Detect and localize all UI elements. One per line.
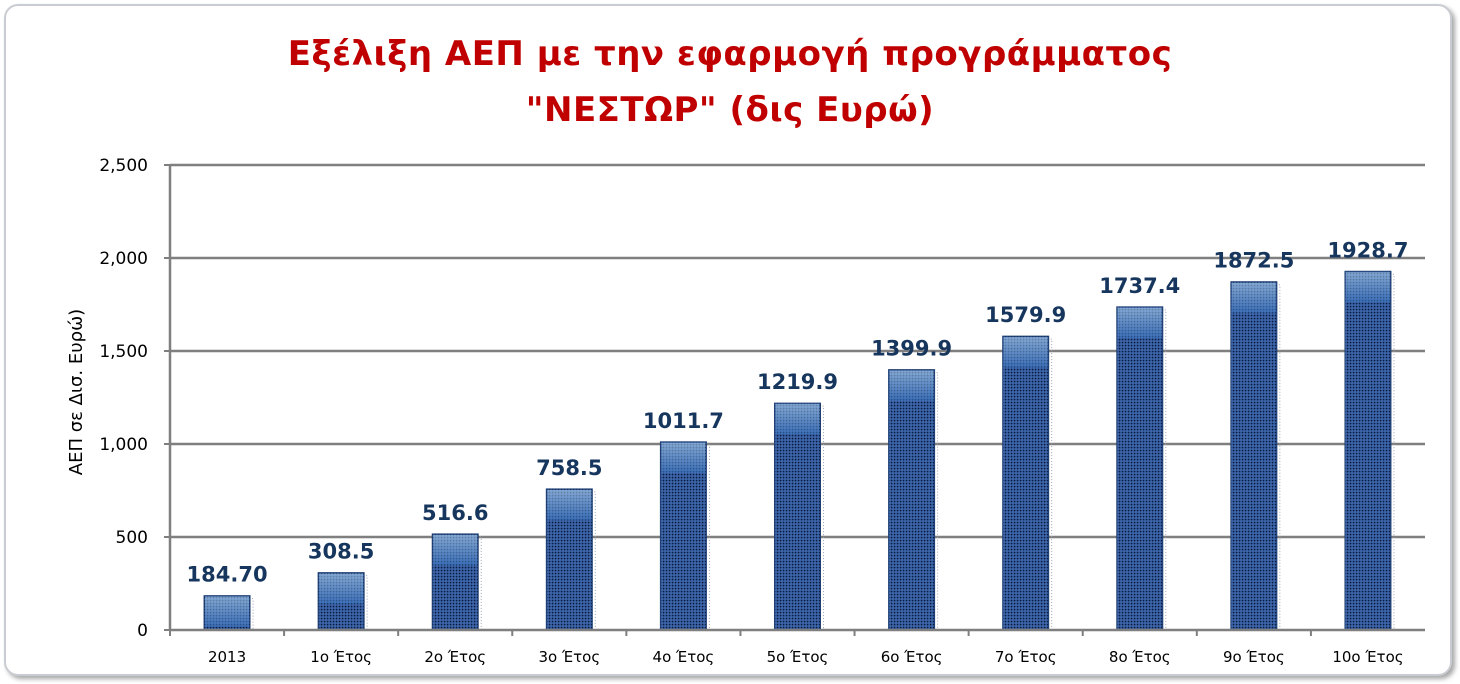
bar-5 (774, 402, 821, 631)
data-label: 1011.7 (643, 409, 724, 433)
x-tick-label: 5ο Έτος (767, 648, 829, 666)
x-tick-label: 1ο Έτος (310, 648, 372, 666)
data-label: 758.5 (536, 456, 602, 480)
y-tick-label: 500 (116, 528, 148, 548)
bar-shadow (891, 372, 939, 631)
x-tick-label: 8ο Έτος (1109, 648, 1171, 666)
bar-highlight (775, 404, 820, 435)
y-tick-label: 2,000 (99, 249, 148, 269)
data-label: 308.5 (308, 540, 374, 564)
y-axis-label: ΑΕΠ σε Δισ. Ευρώ) (66, 309, 87, 475)
bar-10 (1344, 270, 1392, 631)
x-tick-label: 4ο Έτος (653, 648, 715, 666)
data-label: 1399.9 (871, 337, 952, 361)
data-label: 1219.9 (757, 370, 838, 394)
bar-highlight (889, 370, 934, 401)
data-label: 1579.9 (985, 303, 1066, 327)
bar-highlight (433, 534, 478, 565)
bar-highlight (661, 442, 706, 473)
x-tick-label: 9ο Έτος (1223, 648, 1285, 666)
data-label: 184.70 (187, 563, 268, 587)
data-label: 516.6 (422, 501, 488, 525)
y-tick-label: 1,000 (99, 435, 148, 455)
y-tick-label: 2,500 (99, 156, 148, 176)
x-tick-label: 3ο Έτος (538, 648, 600, 666)
data-label: 1928.7 (1327, 238, 1408, 262)
chart-title: Εξέλιξη ΑΕΠ με την εφαρμογή προγράμματος… (0, 26, 1460, 138)
labels: 0 500 1,000 1,500 2,000 2,500 184.70 2013 308.5 1… (66, 156, 1408, 666)
chart-title-line-2: "ΝΕΣΤΩΡ" (δις Ευρώ) (525, 90, 935, 130)
chart-frame (4, 4, 1452, 676)
bar-6 (888, 369, 936, 631)
y-tick-label: 0 (137, 621, 148, 641)
bar-highlight (205, 596, 250, 627)
x-tick-label: 2ο Έτος (424, 648, 486, 666)
bar-highlight (1003, 337, 1048, 368)
y-tick-label: 1,500 (99, 342, 148, 362)
bar-9 (1230, 281, 1278, 631)
x-tick-label: 7ο Έτος (995, 648, 1057, 666)
x-tick-label: 2013 (208, 648, 246, 666)
data-label: 1737.4 (1099, 274, 1180, 298)
bar-8 (1116, 306, 1164, 631)
chart-title-line-1: Εξέλιξη ΑΕΠ με την εφαρμογή προγράμματος (287, 34, 1173, 74)
bar-7 (1002, 335, 1050, 631)
bar-highlight (1231, 282, 1276, 313)
bar-highlight (1117, 307, 1162, 338)
axes (164, 164, 1425, 636)
bars (203, 270, 1395, 631)
x-tick-label: 10ο Έτος (1332, 648, 1403, 666)
bar-highlight (1345, 272, 1390, 303)
bar-highlight (547, 489, 592, 520)
bar-highlight (319, 573, 364, 604)
x-tick-label: 6ο Έτος (881, 648, 943, 666)
data-label: 1872.5 (1213, 249, 1294, 273)
